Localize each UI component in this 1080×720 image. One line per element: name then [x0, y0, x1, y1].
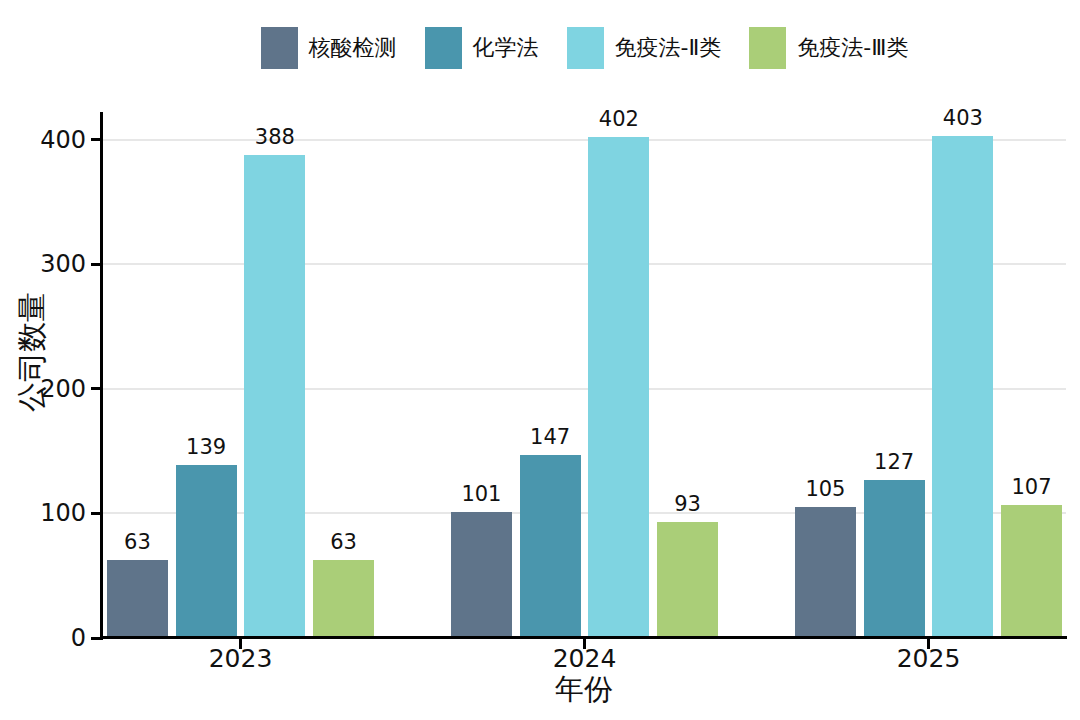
bar: [244, 155, 305, 638]
bar: [795, 507, 856, 638]
bar-value-label: 388: [255, 125, 295, 149]
y-tick-mark: [91, 263, 101, 266]
y-tick-label: 400: [0, 125, 86, 155]
y-tick-label: 0: [0, 623, 86, 653]
x-axis-line: [100, 636, 1067, 639]
bar: [657, 522, 718, 638]
y-axis-title: 公司数量: [12, 292, 53, 412]
gridline: [103, 139, 1066, 141]
y-tick-mark: [91, 138, 101, 141]
x-tick-label: 2025: [897, 646, 961, 672]
y-tick-mark: [91, 637, 101, 640]
bar: [520, 455, 581, 638]
bar: [313, 560, 374, 638]
bar-value-label: 127: [874, 450, 914, 474]
x-tick-label: 2024: [553, 646, 617, 672]
bar-value-label: 402: [599, 107, 639, 131]
bar-value-label: 63: [330, 530, 357, 554]
x-axis-title: 年份: [555, 670, 613, 710]
bar-chart: 核酸检测化学法免疫法-Ⅱ类免疫法-Ⅲ类 20236313938863202410…: [0, 0, 1080, 720]
bar: [588, 137, 649, 638]
bar-value-label: 105: [805, 477, 845, 501]
y-axis-line: [100, 112, 103, 640]
bar: [864, 480, 925, 638]
y-tick-label: 100: [0, 498, 86, 528]
x-tick-label: 2023: [209, 646, 273, 672]
plot-area: 2023 63 139 388 63 2024 101 147 402 93 2025 105 127 4…: [0, 0, 1080, 720]
bar-value-label: 63: [124, 530, 151, 554]
y-tick-mark: [91, 512, 101, 515]
bar: [176, 465, 237, 638]
bar-value-label: 147: [530, 425, 570, 449]
bar-value-label: 403: [943, 106, 983, 130]
bar-value-label: 107: [1012, 475, 1052, 499]
bar: [451, 512, 512, 638]
bar-value-label: 93: [674, 492, 701, 516]
bar-value-label: 139: [186, 435, 226, 459]
bar-value-label: 101: [461, 482, 501, 506]
bar: [1001, 505, 1062, 638]
y-tick-label: 300: [0, 249, 86, 279]
bar: [107, 560, 168, 638]
y-tick-mark: [91, 387, 101, 390]
bar: [932, 136, 993, 638]
